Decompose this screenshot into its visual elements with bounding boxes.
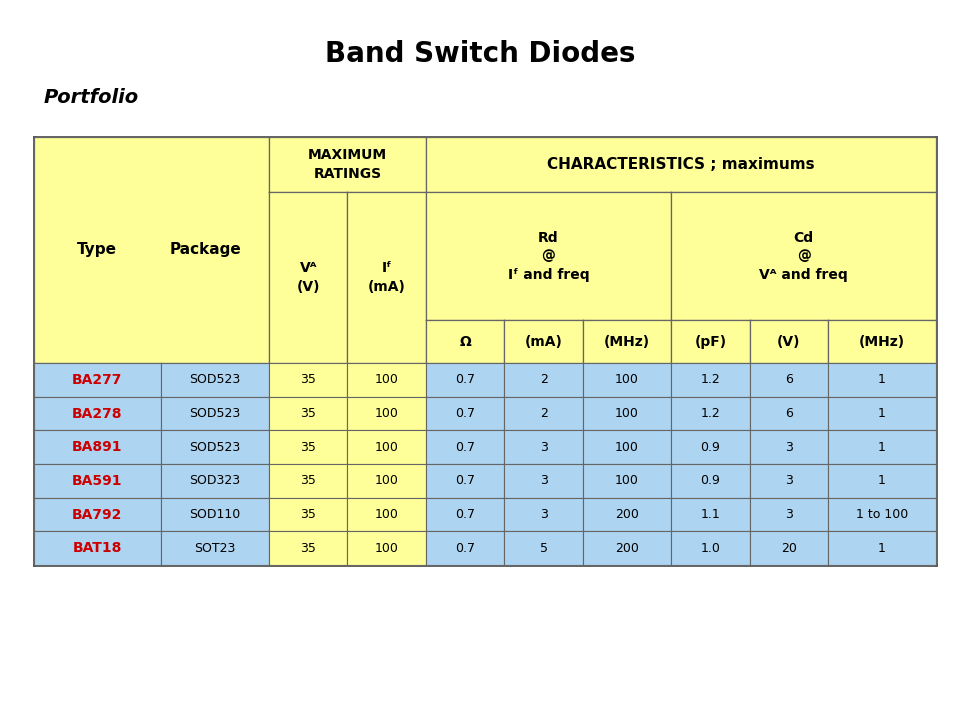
Text: Vᴬ
(V): Vᴬ (V) bbox=[297, 261, 320, 294]
Text: Band Switch Diodes: Band Switch Diodes bbox=[324, 40, 636, 68]
Text: 200: 200 bbox=[615, 508, 639, 521]
Text: Package: Package bbox=[170, 243, 241, 257]
Text: SOT23: SOT23 bbox=[194, 542, 236, 555]
Text: Cd
@
Vᴬ and freq: Cd @ Vᴬ and freq bbox=[759, 231, 848, 282]
Text: 35: 35 bbox=[300, 508, 316, 521]
Text: 0.7: 0.7 bbox=[455, 508, 475, 521]
Text: 0.9: 0.9 bbox=[701, 474, 720, 487]
Text: 3: 3 bbox=[785, 441, 793, 454]
Text: Rd
@
Iᶠ and freq: Rd @ Iᶠ and freq bbox=[508, 231, 589, 282]
Text: Iᶠ
(mA): Iᶠ (mA) bbox=[368, 261, 406, 294]
Text: 100: 100 bbox=[615, 474, 639, 487]
Text: BAT18: BAT18 bbox=[73, 541, 122, 555]
Text: 1.1: 1.1 bbox=[701, 508, 720, 521]
Text: 1: 1 bbox=[878, 373, 886, 387]
Text: MAXIMUM
RATINGS: MAXIMUM RATINGS bbox=[308, 148, 387, 181]
Text: BA792: BA792 bbox=[72, 508, 123, 521]
Text: 200: 200 bbox=[615, 542, 639, 555]
Text: BA277: BA277 bbox=[72, 373, 123, 387]
Text: 100: 100 bbox=[615, 441, 639, 454]
Text: 2: 2 bbox=[540, 407, 547, 420]
Text: 100: 100 bbox=[374, 407, 398, 420]
Text: 6: 6 bbox=[785, 373, 793, 387]
Text: 1: 1 bbox=[878, 441, 886, 454]
Text: 1: 1 bbox=[878, 542, 886, 555]
Text: 6: 6 bbox=[785, 407, 793, 420]
Text: 100: 100 bbox=[374, 542, 398, 555]
Text: 100: 100 bbox=[374, 373, 398, 387]
Text: 1.0: 1.0 bbox=[701, 542, 720, 555]
Text: (V): (V) bbox=[777, 335, 801, 348]
Text: 1.2: 1.2 bbox=[701, 407, 720, 420]
Text: 1: 1 bbox=[878, 474, 886, 487]
Text: 2: 2 bbox=[540, 373, 547, 387]
Text: 3: 3 bbox=[540, 474, 547, 487]
Text: 20: 20 bbox=[780, 542, 797, 555]
Text: 3: 3 bbox=[785, 474, 793, 487]
Text: 35: 35 bbox=[300, 441, 316, 454]
Text: (pF): (pF) bbox=[694, 335, 727, 348]
Text: 35: 35 bbox=[300, 474, 316, 487]
Text: 35: 35 bbox=[300, 373, 316, 387]
Text: (mA): (mA) bbox=[525, 335, 563, 348]
Text: 0.7: 0.7 bbox=[455, 407, 475, 420]
Text: SOD523: SOD523 bbox=[189, 407, 241, 420]
Text: 35: 35 bbox=[300, 542, 316, 555]
Text: Portfolio: Portfolio bbox=[43, 88, 138, 107]
Text: 100: 100 bbox=[374, 474, 398, 487]
Text: 35: 35 bbox=[300, 407, 316, 420]
Text: 3: 3 bbox=[785, 508, 793, 521]
Text: 0.7: 0.7 bbox=[455, 542, 475, 555]
Text: SOD323: SOD323 bbox=[189, 474, 241, 487]
Text: 100: 100 bbox=[615, 407, 639, 420]
Text: SOD523: SOD523 bbox=[189, 441, 241, 454]
Text: CHARACTERISTICS ; maximums: CHARACTERISTICS ; maximums bbox=[547, 157, 815, 172]
Text: 100: 100 bbox=[374, 508, 398, 521]
Text: 5: 5 bbox=[540, 542, 547, 555]
Text: 3: 3 bbox=[540, 508, 547, 521]
Text: 0.7: 0.7 bbox=[455, 373, 475, 387]
Text: SOD110: SOD110 bbox=[189, 508, 241, 521]
Text: SOD523: SOD523 bbox=[189, 373, 241, 387]
Text: BA891: BA891 bbox=[72, 440, 123, 454]
Text: 3: 3 bbox=[540, 441, 547, 454]
Text: Type: Type bbox=[77, 243, 117, 257]
Text: Ω: Ω bbox=[459, 335, 471, 348]
Text: BA591: BA591 bbox=[72, 474, 123, 488]
Text: 1 to 100: 1 to 100 bbox=[856, 508, 908, 521]
Text: 100: 100 bbox=[374, 441, 398, 454]
Text: 100: 100 bbox=[615, 373, 639, 387]
Text: (MHz): (MHz) bbox=[604, 335, 650, 348]
Text: (MHz): (MHz) bbox=[859, 335, 905, 348]
Text: 1: 1 bbox=[878, 407, 886, 420]
Text: BA278: BA278 bbox=[72, 407, 123, 420]
Text: 0.7: 0.7 bbox=[455, 441, 475, 454]
Text: 1.2: 1.2 bbox=[701, 373, 720, 387]
Text: 0.9: 0.9 bbox=[701, 441, 720, 454]
Text: 0.7: 0.7 bbox=[455, 474, 475, 487]
